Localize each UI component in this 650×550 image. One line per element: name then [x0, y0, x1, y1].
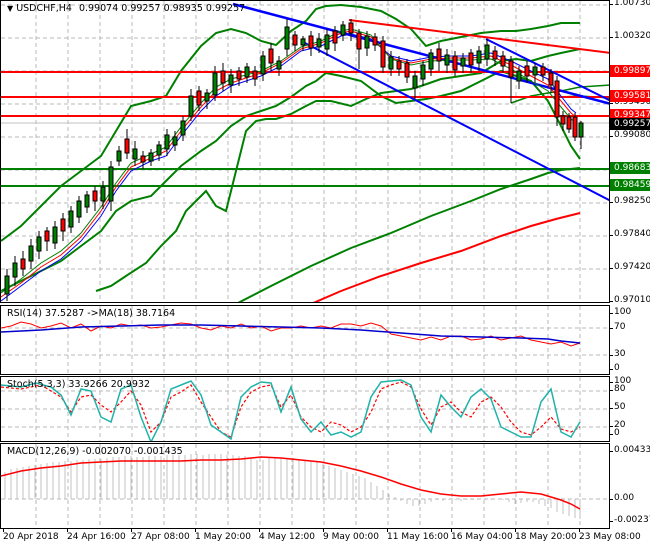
price-tick: 0.99490 [609, 97, 650, 107]
price-tick: 0.99080 [609, 130, 650, 140]
macd-histogram [4, 454, 581, 519]
time-label: 27 Apr 08:00 [131, 528, 190, 542]
rsi-tick: 30 [609, 349, 626, 359]
price-tick: 0.97840 [609, 229, 650, 239]
triangle-down-icon[interactable]: ▼ [7, 4, 14, 13]
stochastic-label: Stoch(5,3,3) 33.9266 20.9932 [7, 379, 151, 390]
price-tick: 1.00320 [609, 31, 650, 41]
price-tick: 0.97010 [609, 295, 650, 305]
time-label: 18 May 20:00 [515, 528, 577, 542]
time-label: 23 May 08:00 [579, 528, 641, 542]
stochastic-axis: 100 80 50 20 0 [609, 376, 650, 442]
macd-tick: 0.00 [609, 493, 635, 503]
stoch-tick: 100 [609, 376, 632, 386]
stoch-tick: 0 [610, 428, 620, 438]
time-label: 24 Apr 16:00 [67, 528, 126, 542]
stoch-tick: 80 [609, 384, 626, 394]
time-axis[interactable]: 20 Apr 2018 24 Apr 16:00 27 Apr 08:00 1 … [0, 528, 650, 550]
time-label: 20 Apr 2018 [3, 528, 59, 542]
rsi-tick: 100 [609, 307, 632, 317]
symbol-header[interactable]: ▼ USDCHF,H4 0.99074 0.99257 0.98935 0.99… [7, 3, 245, 14]
stochastic-canvas [1, 377, 609, 441]
stoch-tick: 50 [609, 402, 626, 412]
support-tag-2: 0.98459 [610, 179, 650, 191]
price-chart-panel[interactable]: ▼ USDCHF,H4 0.99074 0.99257 0.98935 0.99… [0, 0, 610, 303]
time-label: 1 May 20:00 [195, 528, 251, 542]
time-label: 16 May 04:00 [451, 528, 513, 542]
time-label: 4 May 12:00 [259, 528, 315, 542]
price-chart-canvas [1, 1, 609, 302]
price-tick: 1.00730 [609, 0, 650, 8]
macd-canvas [1, 444, 609, 528]
macd-axis: 0.004333 0.00 -0.002374 [609, 443, 650, 529]
symbol-label: USDCHF,H4 [16, 3, 72, 14]
rsi-panel[interactable]: RSI(14) 37.5287 ->MA(18) 38.7164 [0, 305, 610, 375]
rsi-label: RSI(14) 37.5287 ->MA(18) 38.7164 [7, 308, 176, 319]
candlesticks [4, 19, 584, 301]
time-label: 11 May 16:00 [387, 528, 449, 542]
price-tick: 0.98250 [609, 196, 650, 206]
macd-label: MACD(12,26,9) -0.002070 -0.001435 [7, 446, 183, 457]
macd-tick: 0.004333 [610, 445, 650, 455]
price-axis[interactable]: 1.00730 1.00320 0.99490 0.99080 0.98250 … [609, 0, 650, 305]
macd-panel[interactable]: MACD(12,26,9) -0.002070 -0.001435 [0, 443, 610, 529]
resistance-tag-2: 0.99581 [610, 90, 650, 102]
rsi-canvas [1, 306, 609, 374]
macd-tick: -0.002374 [609, 515, 650, 525]
stochastic-panel[interactable]: Stoch(5,3,3) 33.9266 20.9932 [0, 376, 610, 442]
ohlc-values: 0.99074 0.99257 0.98935 0.99257 [78, 3, 246, 14]
stoch-tick: 20 [609, 420, 626, 430]
current-price-tag: 0.99257 [610, 118, 650, 130]
price-tick: 0.97420 [609, 262, 650, 272]
support-tag-1: 0.98683 [610, 162, 650, 174]
resistance-tag-1: 0.99897 [610, 65, 650, 77]
rsi-tick: 0 [610, 363, 620, 373]
time-label: 9 May 00:00 [323, 528, 379, 542]
rsi-tick: 70 [609, 322, 626, 332]
rsi-axis: 100 70 30 0 [609, 305, 650, 375]
